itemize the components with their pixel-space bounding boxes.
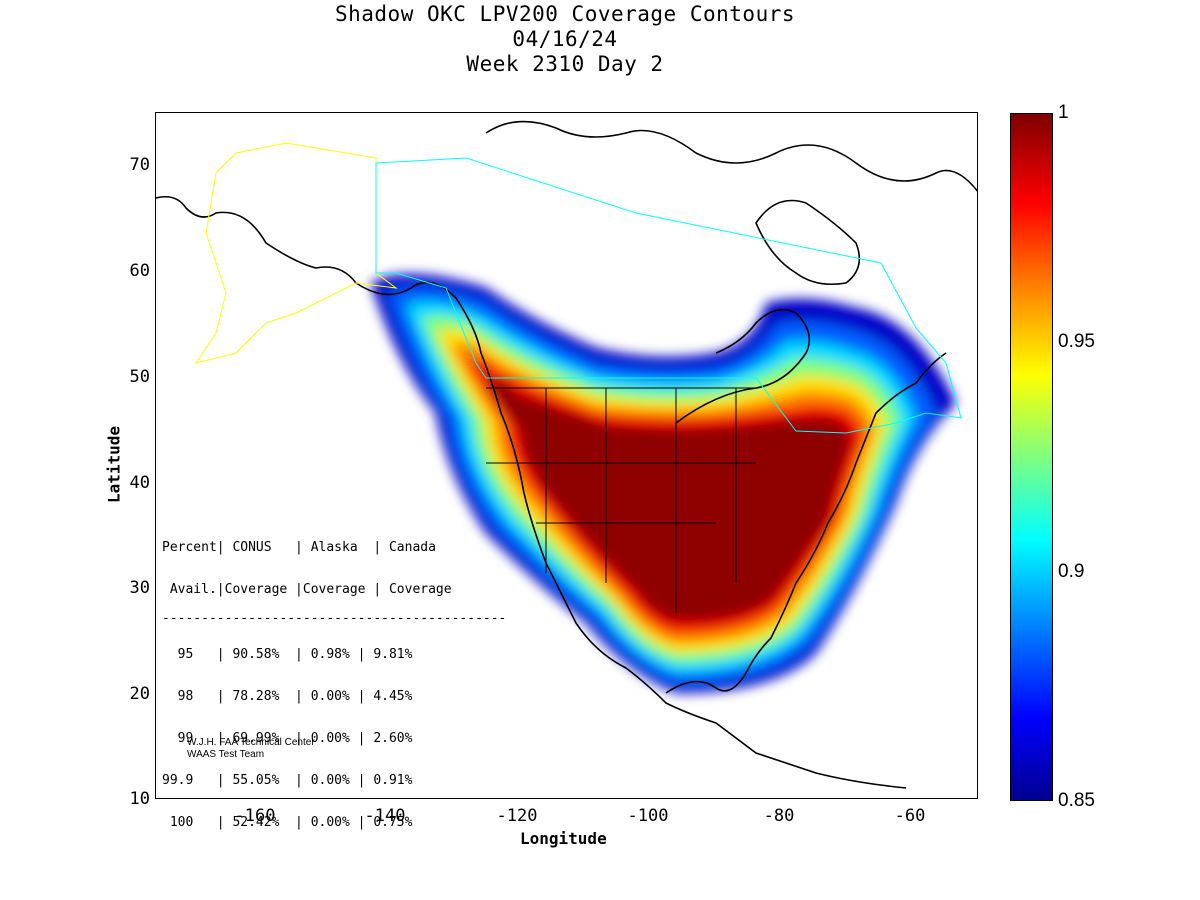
coverage-map: [156, 120, 977, 789]
credit-text: W.J.H. FAA Technical Center WAAS Test Te…: [187, 737, 315, 761]
y-tick-label: 30: [129, 578, 150, 598]
stats-row: 99.9 | 55.05% | 0.00% | 0.91%: [162, 773, 413, 788]
colorbar-label: 1: [1058, 102, 1069, 123]
stats-row: 98 | 78.28% | 0.00% | 4.45%: [162, 689, 413, 704]
y-tick-label: 40: [129, 473, 150, 493]
credit-line: W.J.H. FAA Technical Center: [187, 737, 315, 748]
y-tick-label: 10: [129, 789, 150, 809]
y-tick-label: 60: [129, 261, 150, 281]
x-tick-label: -140: [364, 806, 406, 826]
colorbar: [1010, 113, 1053, 801]
stats-row: 99 | 69.99% | 0.00% | 2.60%: [162, 731, 413, 746]
chart-date: 04/16/24: [512, 27, 618, 51]
coverage-stats-table: Percent| CONUS | Alaska | Canada Avail.|…: [162, 516, 506, 854]
y-axis-label: Latitude: [104, 425, 124, 504]
x-tick-label: -120: [496, 806, 538, 826]
stats-row: 95 | 90.58% | 0.98% | 9.81%: [162, 647, 413, 662]
x-tick-label: -100: [627, 806, 669, 826]
chart-week: Week 2310 Day 2: [466, 52, 664, 76]
colorbar-label: 0.95: [1058, 331, 1095, 352]
alaska-boundary: [194, 142, 398, 364]
stats-row: 100 | 52.42% | 0.00% | 0.75%: [162, 815, 413, 830]
x-tick-label: -60: [894, 806, 926, 826]
stats-header: Avail.|Coverage |Coverage | Coverage: [162, 582, 452, 597]
y-tick-label: 70: [129, 155, 150, 175]
x-tick-label: -160: [234, 806, 276, 826]
y-tick-label: 50: [129, 367, 150, 387]
colorbar-label: 0.9: [1058, 561, 1085, 582]
chart-title: Shadow OKC LPV200 Coverage Contours: [334, 2, 795, 26]
colorbar-label: 0.85: [1058, 790, 1095, 811]
stats-header: Percent| CONUS | Alaska | Canada: [162, 540, 436, 555]
coverage-contours: [371, 274, 956, 693]
map-plot-area: [155, 112, 978, 799]
y-tick-label: 20: [129, 684, 150, 704]
canada-boundary: [375, 157, 962, 434]
credit-line: WAAS Test Team: [187, 749, 265, 760]
coastlines: [156, 120, 977, 789]
state-borders: [486, 387, 756, 613]
stats-divider: ----------------------------------------…: [162, 611, 507, 626]
x-tick-label: -80: [763, 806, 795, 826]
x-axis-label: Longitude: [520, 829, 607, 848]
